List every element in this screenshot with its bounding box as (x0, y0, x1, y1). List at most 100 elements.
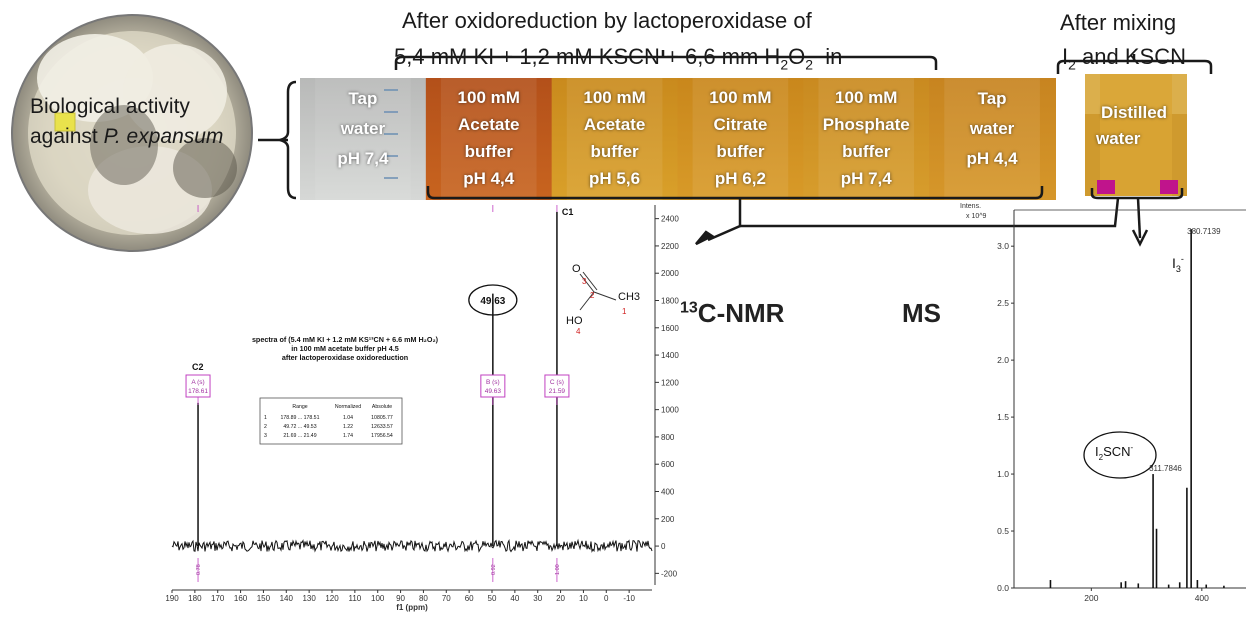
nmr-x-tick-label: 60 (465, 594, 474, 603)
nmr-x-tick-label: 30 (533, 594, 542, 603)
mixing-title-line2: I2 and KSCN (1062, 44, 1186, 72)
nmr-table-cell: 1.74 (343, 433, 353, 439)
bottom-brace (426, 186, 1044, 200)
ms-annotation-i3: I3- (1172, 254, 1184, 274)
nmr-y-tick-label: 1600 (661, 324, 679, 333)
mixing-sub: 2 (1068, 56, 1076, 73)
nmr-peak-box-top: A (s) (191, 379, 204, 386)
tube-1-label: Tap water pH 7,4 (300, 84, 426, 174)
nmr-y-tick-label: -200 (661, 569, 678, 578)
ms-peak-label: 380.7139 (1187, 227, 1221, 236)
mixing-part2: and KSCN (1075, 44, 1186, 69)
nmr-x-tick-label: 180 (188, 594, 202, 603)
nmr-peak-label-4963: 49.63 (480, 296, 505, 307)
nmr-x-tick-label: 140 (280, 594, 294, 603)
mixing-title-line1: After mixing (1060, 10, 1177, 35)
nmr-y-tick-label: 1800 (661, 297, 679, 306)
nmr-table-header: Absolute (372, 404, 392, 410)
nmr-spectrum: -200020040060080010001200140016001800200… (165, 205, 679, 612)
nmr-title-line-1: spectra of (5.4 mM KI + 1.2 mM KS¹³CN + … (252, 335, 439, 344)
nmr-table-cell: 1.04 (343, 415, 353, 421)
molecule-number: 4 (576, 327, 581, 336)
nmr-x-tick-label: 70 (442, 594, 451, 603)
title-sub2: 2 (805, 56, 814, 73)
nmr-label: 13C-NMR (680, 298, 784, 329)
nmr-peak-label-c2: C2 (192, 362, 204, 372)
tube-6-line-2: water (969, 119, 1015, 138)
connector-arrows (258, 138, 1149, 247)
biological-activity-label: Biological activity against P. expansum (30, 92, 223, 152)
nmr-x-axis-label: f1 (ppm) (396, 603, 428, 612)
ms-y-tick-label: 1.5 (997, 412, 1009, 422)
nmr-x-tick-label: 160 (234, 594, 248, 603)
ms-spectrum: Intens. x 10^9 0.0 0.5 1.0 1.5 2.0 2.5 3.0 200 400… (960, 203, 1246, 603)
tube-5-photo (803, 78, 931, 200)
nmr-peak-box-top: C (s) (550, 379, 564, 386)
tube-4-photo (677, 78, 805, 200)
distilled-line2: water (1096, 129, 1141, 148)
nmr-table-cell: 21.69 ... 21.49 (283, 433, 316, 439)
nmr-x-tick-label: 0 (604, 594, 609, 603)
nmr-y-tick-label: 400 (661, 488, 675, 497)
nmr-table-cell: 1.22 (343, 424, 353, 430)
distilled-water-label: Distilled water (1088, 100, 1180, 152)
molecule-atom-o: O (572, 263, 581, 275)
tube-6-label: Tap water pH 4,4 (929, 84, 1055, 174)
ms-y-tick-label: 0.5 (997, 526, 1009, 536)
nmr-x-tick-label: 190 (165, 594, 179, 603)
ms-y-tick-label: 1.0 (997, 469, 1009, 479)
nmr-y-tick-label: 600 (661, 460, 675, 469)
nmr-table-cell: 178.89 ... 178.51 (281, 415, 320, 421)
mixing-part1: I (1062, 44, 1069, 69)
ms-y-tick-label: 2.0 (997, 355, 1009, 365)
ms-y-tick-label: 3.0 (997, 241, 1009, 251)
tube-3-line-1: 100 mM (583, 88, 646, 107)
tube-2-line-3: buffer (464, 142, 513, 161)
title-sub1: 2 (780, 56, 789, 73)
nmr-table-header: Normalized (335, 404, 361, 410)
molecule-atom-ho: HO (566, 315, 583, 327)
nmr-peak-label-c1: C1 (562, 207, 574, 217)
nmr-x-tick-label: 120 (325, 594, 339, 603)
bio-plain: against (30, 125, 104, 148)
tube-4-line-3: buffer (716, 142, 765, 161)
petri-dish-photo (11, 14, 253, 252)
tube-5-line-4: pH 7,4 (840, 169, 892, 188)
bio-line2: against P. expansum (30, 122, 223, 152)
tube-1-line-2: water (340, 119, 386, 138)
nmr-x-tick-label: 40 (510, 594, 519, 603)
ms-annotation-i2scn: I2SCN- (1095, 443, 1134, 462)
tube-2-line-2: Acetate (458, 115, 520, 134)
nmr-peak-label-ellipse (468, 284, 518, 316)
nmr-y-tick-label: 1400 (661, 351, 679, 360)
nmr-x-tick-label: 10 (579, 594, 588, 603)
nmr-peak-box-bottom: 178.61 (188, 388, 208, 395)
ms-y-tick-label: 2.5 (997, 298, 1009, 308)
nmr-integral-value: 0.78 (196, 564, 202, 575)
nmr-integral-table (259, 397, 403, 445)
nmr-table-cell: 17956.54 (371, 433, 393, 439)
nmr-x-tick-label: 130 (302, 594, 316, 603)
nmr-peak-box-top: B (s) (486, 379, 500, 386)
nmr-table-cell: 49.72 ... 49.53 (283, 424, 316, 430)
tube-5-line-2: Phosphate (822, 115, 910, 134)
ms-x-tick-label: 400 (1195, 593, 1209, 603)
tube-3-line-2: Acetate (583, 115, 646, 134)
nmr-title-line-3: after lactoperoxidase oxidoreduction (282, 353, 408, 362)
nmr-x-tick-label: -10 (623, 594, 635, 603)
nmr-table-cell: 3 (264, 433, 267, 439)
molecule-number: 1 (622, 307, 627, 316)
ms-annotation-ellipse (1083, 431, 1157, 479)
molecule-atom-ch3: CH3 (618, 291, 640, 303)
tube-5-line-3: buffer (842, 142, 891, 161)
nmr-x-tick-label: 110 (348, 594, 361, 603)
nmr-y-tick-label: 1000 (661, 406, 679, 415)
tube-2-line-1: 100 mM (457, 88, 520, 107)
nmr-integral-value: 1.00 (555, 564, 561, 575)
nmr-table-cell: 2 (264, 424, 267, 430)
tube-3-photo (551, 78, 679, 200)
tube-2-line-4: pH 4,4 (463, 169, 515, 188)
tube-4-label: 100 mM Citrate buffer pH 6,2 (678, 84, 804, 192)
nmr-title-line-2: in 100 mM acetate buffer pH 4.5 (291, 344, 398, 353)
